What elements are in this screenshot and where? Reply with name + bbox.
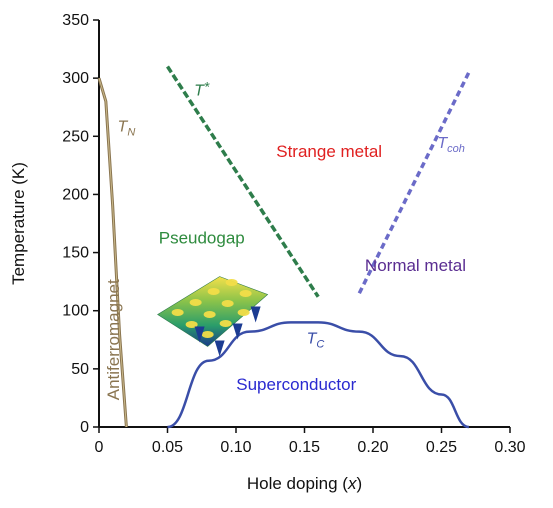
surface-peak <box>207 288 220 296</box>
region-label-strange-metal: Strange metal <box>276 142 382 161</box>
x-tick-label: 0.30 <box>494 439 525 456</box>
y-tick-label: 300 <box>62 70 89 87</box>
y-tick-label: 100 <box>62 303 89 320</box>
surface-peak <box>239 290 252 298</box>
surface-pit <box>250 306 261 323</box>
region-label-antiferromagnet: Antiferromagnet <box>104 279 123 400</box>
y-tick-label: 150 <box>62 245 89 262</box>
x-tick-label: 0.15 <box>289 439 320 456</box>
surface-peak <box>225 279 238 287</box>
series-layer <box>97 65 471 429</box>
x-tick-label: 0.20 <box>357 439 388 456</box>
series-line-tn-highlight <box>98 78 127 428</box>
surface-peak <box>237 309 250 317</box>
surface-peak <box>185 321 198 329</box>
surface-peak <box>203 311 216 319</box>
series-line-t- <box>166 65 320 298</box>
axes: 0 50 100 150 200 250 300 350 0 0.05 0.10 0.15 0.20 0.… <box>9 12 526 493</box>
surface-peak <box>219 320 232 328</box>
x-tick-label: 0.25 <box>426 439 457 456</box>
region-label-pseudogap: Pseudogap <box>159 228 245 247</box>
curve-label-t-: T* <box>194 79 210 100</box>
y-tick-label: 0 <box>80 419 89 436</box>
series-line-t-coh <box>357 71 471 295</box>
surface-peak <box>221 300 234 308</box>
y-tick-label: 350 <box>62 12 89 29</box>
x-tick-label: 0.10 <box>220 439 251 456</box>
labels-layer: Strange metal Pseudogap Normal metal Superc… <box>104 79 466 401</box>
surface-pit <box>232 323 243 340</box>
series-line-t-c <box>167 321 470 429</box>
region-label-superconductor: Superconductor <box>236 375 356 394</box>
x-tick-label: 0 <box>95 439 104 456</box>
surface-peak <box>171 309 184 317</box>
y-axis-title: Temperature (K) <box>9 162 28 285</box>
curve-label-t-c: TC <box>307 330 325 350</box>
inset-surface <box>157 276 269 357</box>
y-tick-label: 50 <box>71 361 89 378</box>
x-tick-label: 0.05 <box>152 439 183 456</box>
surface-peak <box>201 331 214 339</box>
curve-label-t-coh: Tcoh <box>437 135 465 155</box>
surface-pit <box>214 340 225 357</box>
3d-surface-plot-icon <box>157 276 269 357</box>
x-axis-title: Hole doping (x) <box>247 474 362 493</box>
region-label-normal-metal: Normal metal <box>365 256 466 275</box>
surface-peak <box>189 299 202 307</box>
y-tick-label: 200 <box>62 186 89 203</box>
surface-pit <box>194 326 205 343</box>
y-tick-label: 250 <box>62 128 89 145</box>
curve-label-t-n: TN <box>118 119 136 139</box>
